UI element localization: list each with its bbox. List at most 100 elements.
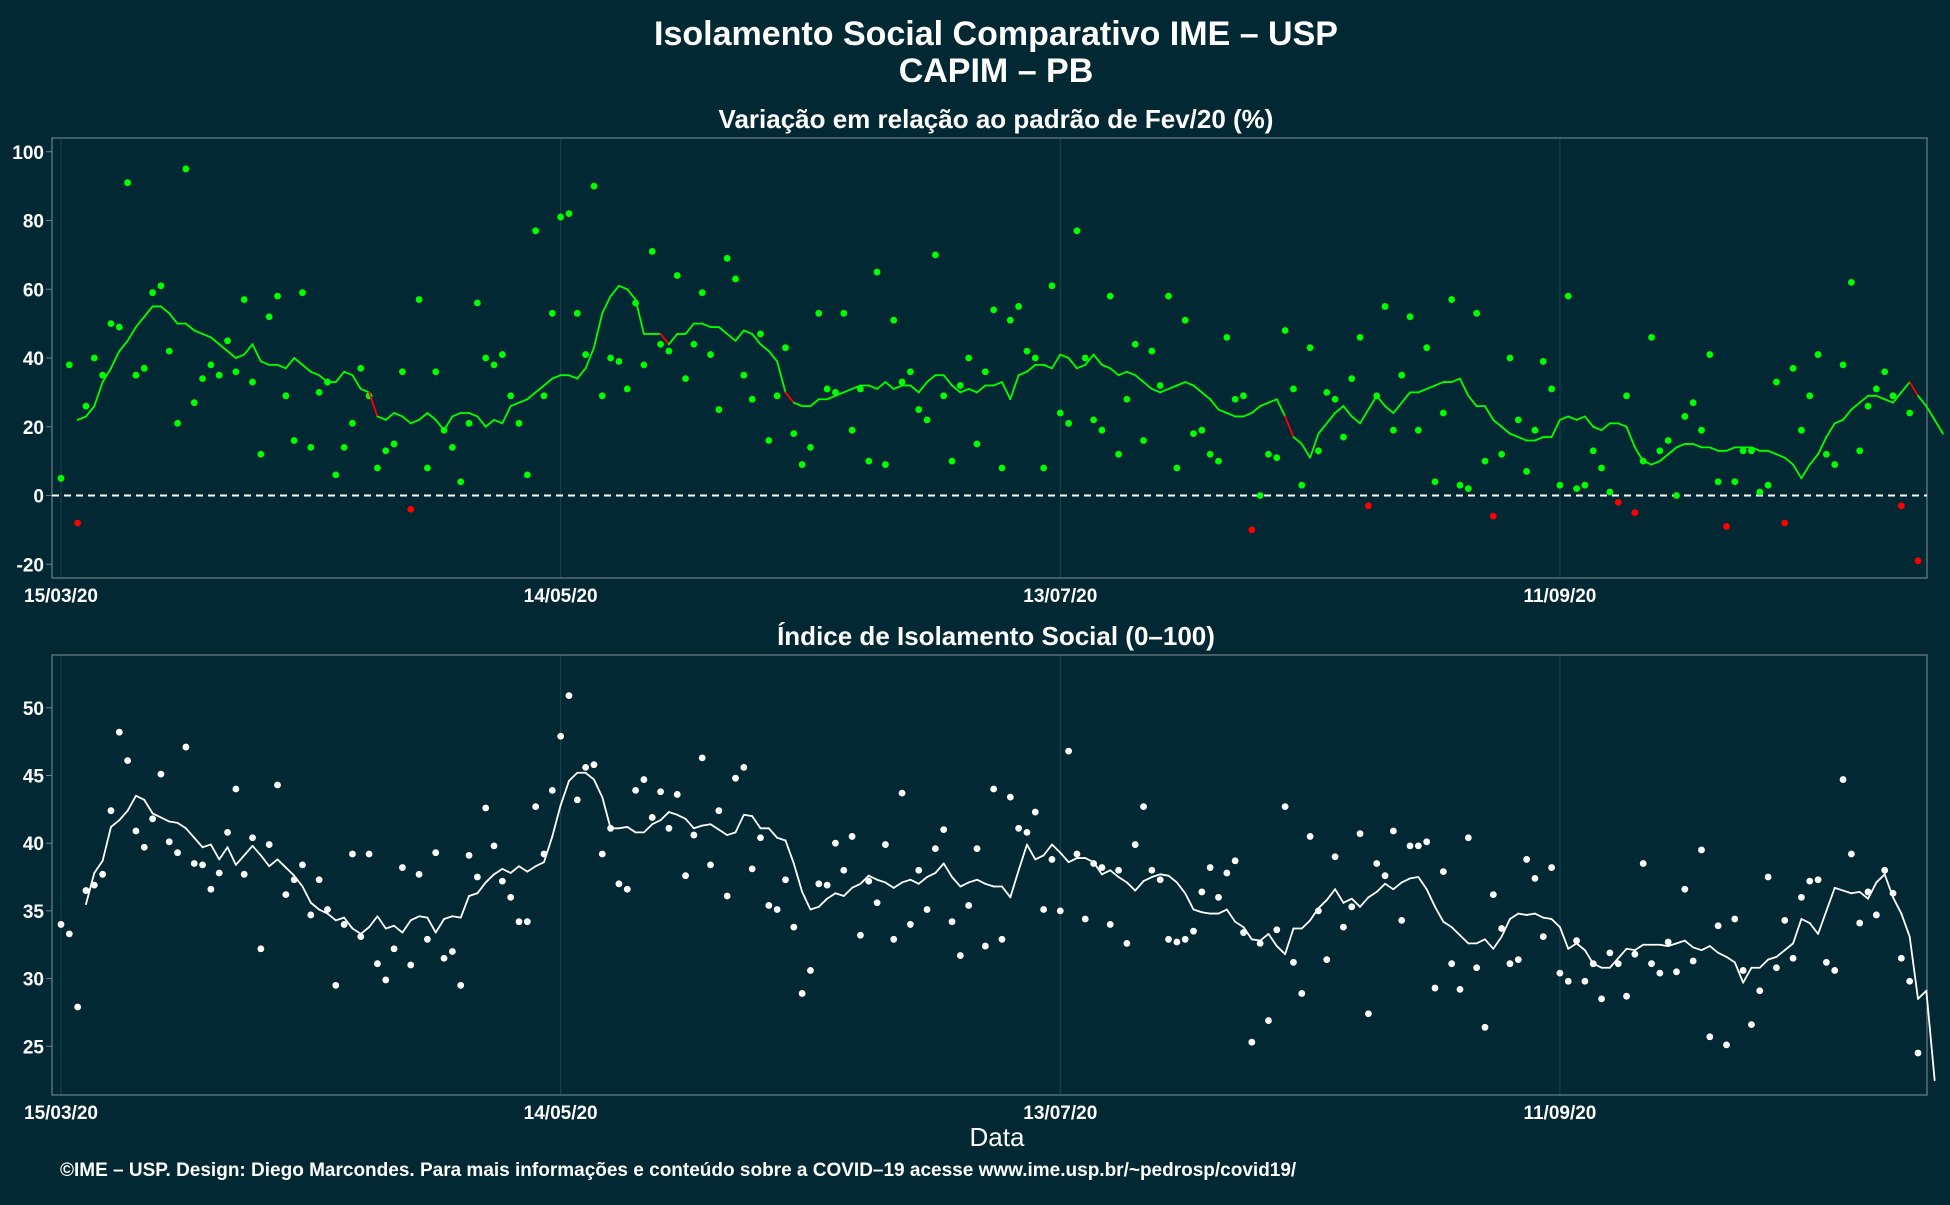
p1-data-point	[140, 364, 148, 372]
p1-line-segment	[1250, 405, 1262, 414]
p2-data-point	[1048, 856, 1056, 863]
p1-line-segment	[1708, 446, 1720, 452]
p2-line-segment	[1542, 916, 1553, 920]
p1-data-point	[1223, 333, 1231, 341]
p2-line-segment	[1608, 957, 1620, 969]
p2-line-segment	[401, 919, 412, 934]
p1-line-segment	[168, 312, 179, 325]
p1-data-point	[923, 416, 931, 424]
p2-line-segment	[226, 846, 237, 866]
p1-line-segment	[468, 412, 479, 418]
p2-line-segment	[1575, 942, 1586, 952]
p2-data-point	[682, 872, 689, 880]
p2-data-point	[1123, 939, 1131, 947]
p2-line-segment	[243, 844, 254, 857]
p2-line-segment	[93, 859, 104, 874]
p2-line-segment	[1683, 939, 1695, 949]
p1-line-segment	[393, 412, 404, 418]
p1-line-segment	[867, 384, 878, 390]
p2-line-segment	[1534, 912, 1545, 919]
p2-data-point	[1281, 803, 1289, 811]
p2-x-tick-label: 15/03/20	[24, 1103, 98, 1124]
p2-line-segment	[751, 815, 762, 830]
p2-data-point	[1031, 808, 1039, 816]
p1-line-segment	[809, 398, 820, 408]
p2-data-point	[457, 981, 465, 989]
p2-data-point	[515, 918, 523, 926]
p2-line-segment	[459, 895, 470, 919]
p1-data-point	[1273, 454, 1281, 462]
p2-data-point	[1573, 937, 1580, 945]
p1-data-point	[931, 251, 939, 259]
p2-data-point	[382, 976, 390, 984]
p1-data-point	[1489, 512, 1497, 520]
p1-line-segment	[742, 329, 754, 335]
p1-data-point	[1315, 447, 1322, 455]
p2-data-point	[99, 870, 107, 878]
p2-data-point	[1706, 1033, 1714, 1041]
p1-data-point	[90, 354, 98, 362]
p2-line-segment	[826, 892, 837, 900]
p1-data-point	[307, 443, 315, 451]
p2-line-segment	[909, 878, 920, 885]
p1-line-segment	[293, 357, 304, 366]
p2-line-segment	[268, 858, 279, 868]
p1-data-point	[290, 437, 298, 444]
p2-data-point	[199, 861, 206, 869]
p1-line-segment	[776, 360, 787, 394]
p2-data-point	[249, 834, 256, 842]
p2-line-segment	[1042, 843, 1053, 857]
p1-line-segment	[284, 357, 296, 370]
p1-line-segment	[1092, 353, 1103, 366]
p1-data-point	[1006, 316, 1014, 324]
p1-data-point	[1140, 437, 1147, 444]
p1-line-segment	[1109, 367, 1120, 377]
p2-line-segment	[834, 892, 845, 897]
p2-line-segment	[126, 794, 137, 812]
p1-data-point	[848, 426, 856, 434]
p2-data-point	[432, 849, 440, 857]
p2-data-point	[1822, 958, 1830, 966]
p2-line-segment	[1725, 956, 1736, 964]
p1-data-point	[956, 382, 964, 389]
p2-line-segment	[926, 872, 937, 878]
p2-data-point	[1539, 933, 1547, 940]
p1-data-point	[865, 457, 873, 465]
p1-line-segment	[1667, 446, 1678, 456]
p1-data-point	[1414, 426, 1422, 434]
p2-data-point	[1098, 864, 1106, 871]
p2-line-segment	[601, 796, 612, 830]
p2-data-point	[1389, 827, 1397, 835]
p2-data-point	[665, 824, 673, 832]
p2-line-segment	[1126, 881, 1137, 892]
p2-line-segment	[1434, 905, 1445, 923]
p2-line-segment	[1842, 889, 1853, 895]
p2-line-segment	[976, 878, 987, 885]
p2-line-segment	[1559, 926, 1570, 950]
p2-data-point	[1673, 968, 1680, 976]
p1-line-segment	[1459, 377, 1470, 397]
p2-data-point	[1881, 866, 1889, 874]
p1-line-segment	[1675, 443, 1686, 449]
p1-data-point	[107, 320, 115, 328]
p2-data-point	[448, 948, 456, 955]
p1-line-segment	[1850, 401, 1861, 411]
p2-line-segment	[1500, 918, 1511, 938]
p1-line-segment	[1359, 408, 1370, 425]
p2-data-point	[548, 786, 556, 794]
p2-line-segment	[1925, 989, 1936, 1082]
p1-data-point	[1439, 409, 1447, 417]
p1-data-point	[698, 289, 706, 297]
p2-line-segment	[1717, 951, 1728, 958]
p1-data-point	[1290, 385, 1297, 393]
p2-data-point	[732, 774, 739, 782]
p2-data-point	[1431, 984, 1439, 992]
p2-data-point	[1073, 850, 1081, 858]
p1-line-segment	[259, 360, 271, 366]
p2-line-segment	[443, 915, 454, 920]
p2-line-segment	[1708, 945, 1720, 954]
p2-line-segment	[1917, 989, 1928, 1000]
p2-line-segment	[651, 819, 662, 826]
p1-data-point	[1723, 523, 1730, 530]
p1-line-segment	[1858, 394, 1869, 404]
